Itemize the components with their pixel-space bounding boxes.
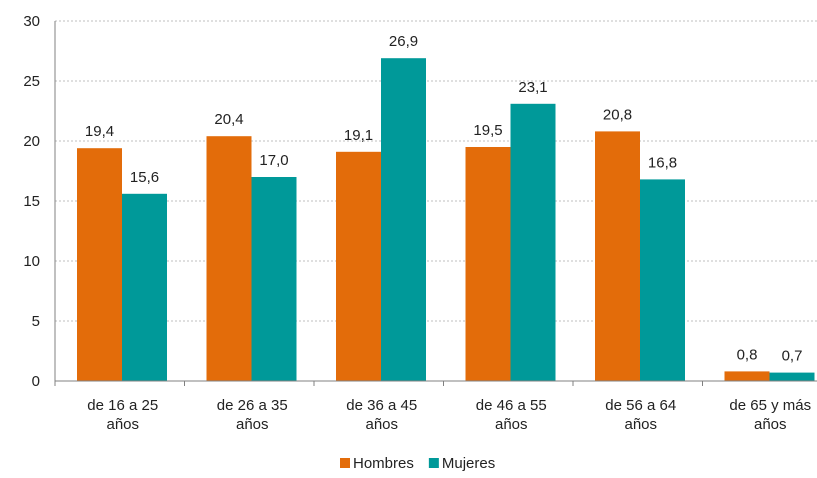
data-label: 19,5 [473, 122, 502, 139]
data-label: 19,4 [85, 123, 114, 140]
data-label: 23,1 [518, 79, 547, 96]
x-category-label: años [365, 416, 398, 433]
legend-swatch-hombres [340, 458, 350, 468]
x-category-label: años [236, 416, 269, 433]
bar-hombres-4 [595, 131, 640, 381]
y-tick-label: 20 [23, 133, 40, 150]
bar-mujeres-0 [122, 193, 167, 381]
y-tick-label: 5 [32, 313, 40, 330]
x-axis: de 16 a 25 años de 26 a 35 años de 36 a 45 añ… [54, 380, 817, 433]
bar-mujeres-1 [251, 177, 297, 381]
x-category-label: de 56 a 64 [605, 397, 676, 414]
gridlines [55, 20, 817, 322]
y-axis: 0 5 10 15 20 25 30 [23, 13, 56, 390]
bar-mujeres-5 [769, 372, 815, 381]
x-category-label: de 16 a 25 [87, 397, 158, 414]
bar-hombres-2 [336, 151, 381, 381]
data-label: 17,0 [259, 152, 288, 169]
legend: Hombres Mujeres [340, 455, 495, 472]
bar-mujeres-2 [381, 58, 426, 381]
legend-label-hombres: Hombres [353, 455, 414, 472]
bars [77, 58, 815, 382]
x-category-label: años [754, 416, 787, 433]
bar-mujeres-4 [640, 179, 685, 381]
x-category-label: de 26 a 35 [217, 397, 288, 414]
bar-hombres-3 [465, 147, 511, 381]
data-label: 0,7 [782, 348, 803, 365]
y-tick-label: 25 [23, 73, 40, 90]
x-category-label: años [495, 416, 528, 433]
bar-mujeres-3 [510, 103, 556, 382]
legend-label-mujeres: Mujeres [442, 455, 495, 472]
data-labels: 19,4 20,4 19,1 19,5 20,8 0,8 15,6 17,0 26,9 23,1 1… [85, 33, 803, 364]
y-tick-label: 0 [32, 373, 40, 390]
x-category-label: años [624, 416, 657, 433]
y-tick-label: 15 [23, 193, 40, 210]
data-label: 26,9 [389, 33, 418, 50]
data-label: 16,8 [648, 154, 677, 171]
data-label: 0,8 [737, 346, 758, 363]
bar-hombres-0 [77, 148, 122, 381]
data-label: 19,1 [344, 127, 373, 144]
x-category-label: de 65 y más [729, 397, 811, 414]
y-tick-label: 30 [23, 13, 40, 30]
bar-hombres-5 [724, 371, 770, 381]
x-category-label: de 36 a 45 [346, 397, 417, 414]
y-tick-label: 10 [23, 253, 40, 270]
bar-hombres-1 [206, 136, 252, 381]
data-label: 20,4 [214, 111, 243, 128]
legend-swatch-mujeres [428, 458, 439, 468]
data-label: 15,6 [130, 169, 159, 186]
x-category-label: de 46 a 55 [476, 397, 547, 414]
data-label: 20,8 [603, 106, 632, 123]
x-category-label: años [106, 416, 139, 433]
